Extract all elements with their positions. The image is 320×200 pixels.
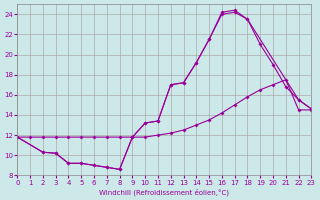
X-axis label: Windchill (Refroidissement éolien,°C): Windchill (Refroidissement éolien,°C) xyxy=(100,188,229,196)
